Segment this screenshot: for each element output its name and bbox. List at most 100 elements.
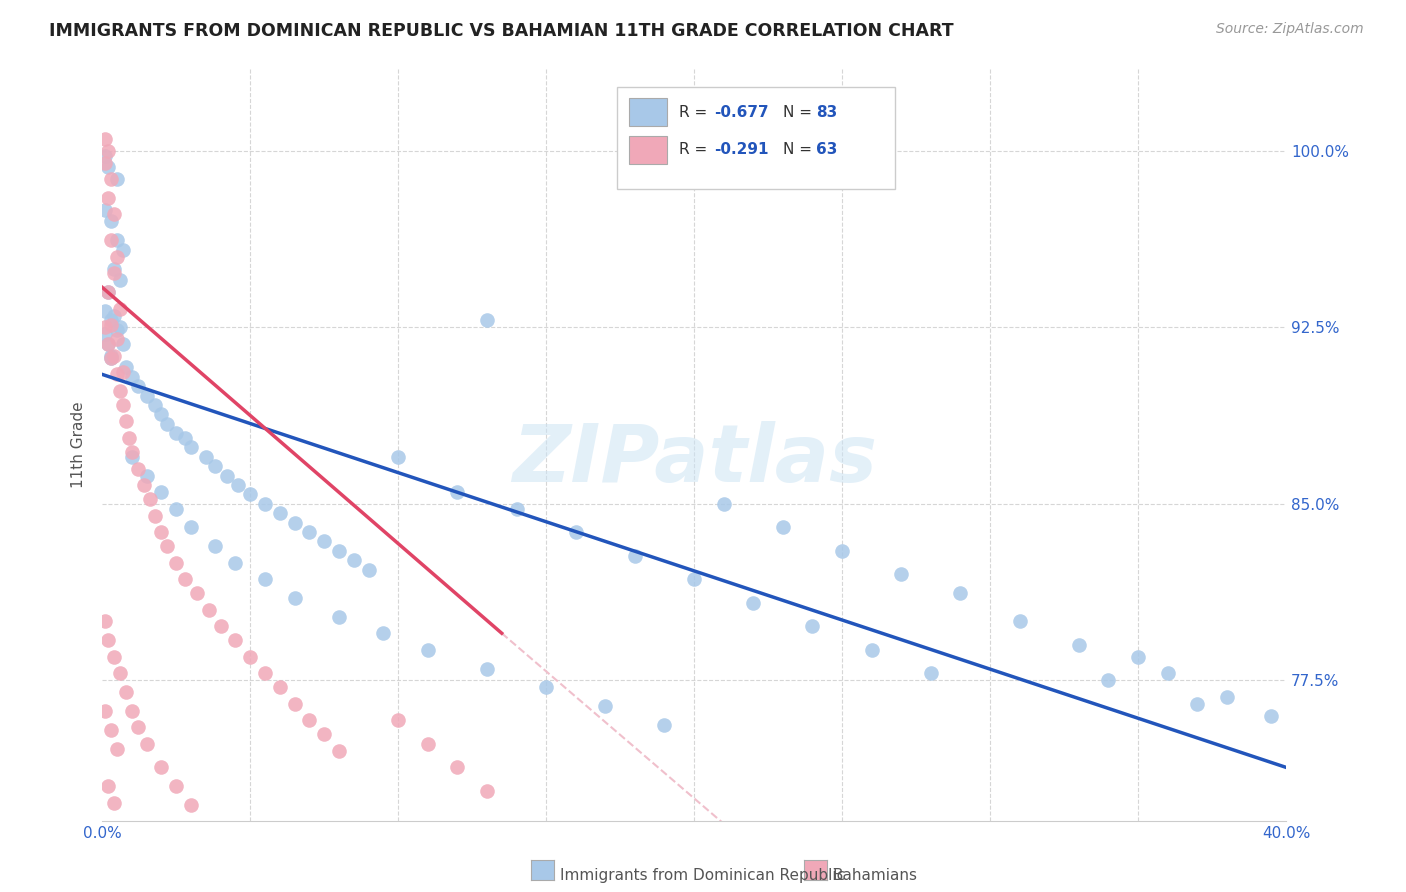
Point — [624, 549, 647, 563]
Bar — [628, 136, 666, 164]
Point — [224, 633, 246, 648]
Point — [121, 704, 143, 718]
Point — [174, 572, 197, 586]
Point — [174, 431, 197, 445]
Point — [1067, 638, 1090, 652]
Point — [197, 603, 219, 617]
Point — [742, 596, 765, 610]
Point — [97, 285, 120, 299]
Point — [94, 304, 117, 318]
Point — [1097, 673, 1119, 688]
Bar — [628, 98, 666, 127]
Point — [103, 649, 125, 664]
Point — [416, 737, 439, 751]
Point — [284, 591, 307, 605]
Text: 63: 63 — [815, 143, 838, 157]
Point — [108, 320, 131, 334]
Point — [831, 544, 853, 558]
Text: -0.677: -0.677 — [714, 104, 769, 120]
Point — [180, 797, 202, 812]
Point — [150, 408, 173, 422]
Point — [105, 368, 128, 382]
Point — [121, 445, 143, 459]
Point — [204, 539, 226, 553]
Point — [97, 336, 120, 351]
Point — [949, 586, 972, 600]
Point — [1216, 690, 1239, 704]
Point — [860, 642, 883, 657]
Point — [127, 720, 149, 734]
Point — [118, 431, 141, 445]
Point — [103, 796, 125, 810]
Point — [145, 398, 167, 412]
Point — [108, 273, 131, 287]
Point — [108, 384, 131, 398]
Point — [127, 379, 149, 393]
Point — [127, 461, 149, 475]
Text: N =: N = — [783, 143, 817, 157]
Point — [105, 250, 128, 264]
Point — [1185, 697, 1208, 711]
Point — [328, 609, 350, 624]
Point — [103, 261, 125, 276]
Point — [269, 681, 291, 695]
Y-axis label: 11th Grade: 11th Grade — [72, 401, 86, 488]
Point — [387, 713, 409, 727]
Point — [343, 553, 366, 567]
Point — [186, 586, 208, 600]
Text: R =: R = — [679, 104, 711, 120]
Text: -0.291: -0.291 — [714, 143, 769, 157]
Point — [150, 485, 173, 500]
Point — [115, 360, 138, 375]
Point — [94, 155, 117, 169]
Point — [564, 524, 586, 539]
Point — [138, 492, 160, 507]
Point — [180, 441, 202, 455]
Point — [534, 681, 557, 695]
Point — [132, 478, 155, 492]
Point — [100, 723, 122, 737]
Point — [105, 172, 128, 186]
Point — [284, 516, 307, 530]
Point — [194, 450, 217, 464]
Point — [94, 327, 117, 342]
Point — [284, 697, 307, 711]
Point — [94, 132, 117, 146]
Point — [475, 313, 498, 327]
Point — [253, 572, 276, 586]
Point — [103, 349, 125, 363]
Point — [97, 336, 120, 351]
Point — [298, 524, 321, 539]
Point — [165, 779, 187, 793]
Text: N =: N = — [783, 104, 817, 120]
Point — [108, 666, 131, 681]
Point — [357, 563, 380, 577]
Point — [1260, 708, 1282, 723]
Text: ZIPatlas: ZIPatlas — [512, 421, 876, 499]
Text: Immigrants from Dominican Republic: Immigrants from Dominican Republic — [560, 869, 845, 883]
Point — [314, 534, 336, 549]
Point — [215, 468, 238, 483]
Text: Bahamians: Bahamians — [832, 869, 917, 883]
Point — [100, 214, 122, 228]
Point — [111, 243, 134, 257]
Point — [111, 398, 134, 412]
Point — [416, 642, 439, 657]
Point — [446, 760, 468, 774]
Point — [150, 760, 173, 774]
Point — [105, 323, 128, 337]
Point — [209, 619, 232, 633]
Point — [97, 144, 120, 158]
Point — [100, 318, 122, 332]
Point — [94, 320, 117, 334]
Point — [97, 285, 120, 299]
Point — [100, 172, 122, 186]
Point — [100, 233, 122, 247]
Point — [156, 417, 179, 431]
Point — [94, 202, 117, 217]
Point — [135, 468, 157, 483]
Point — [204, 459, 226, 474]
Point — [224, 556, 246, 570]
Point — [97, 161, 120, 175]
Point — [156, 539, 179, 553]
